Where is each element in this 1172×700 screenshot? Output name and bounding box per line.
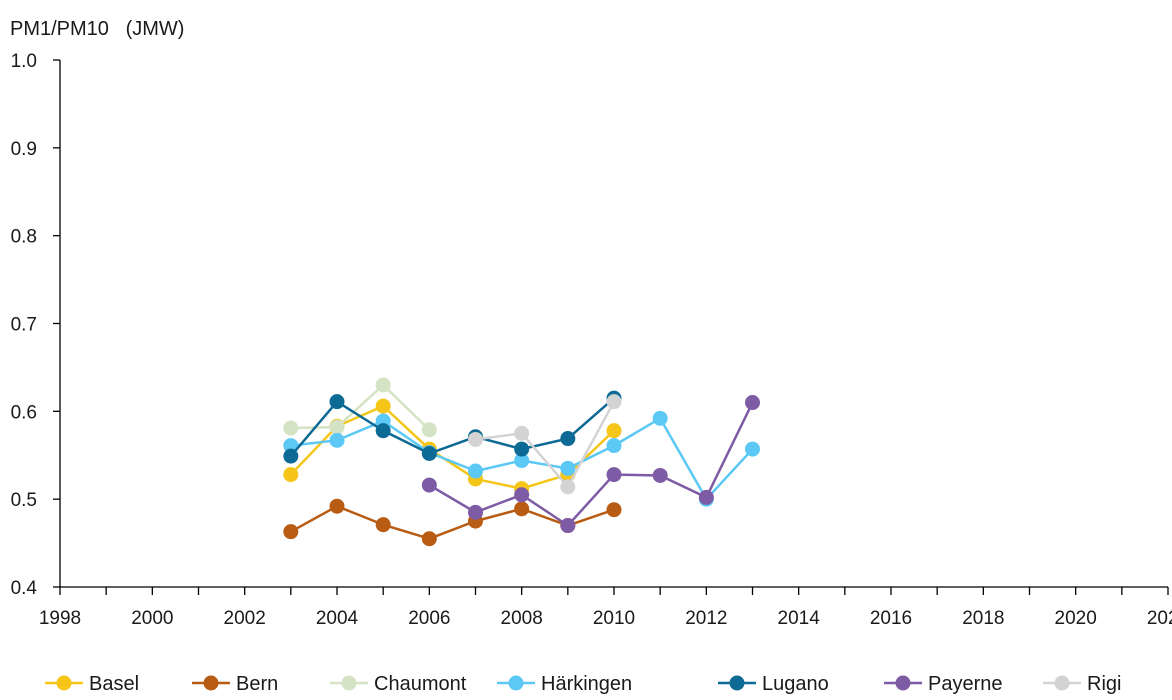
data-point <box>514 441 530 457</box>
x-tick-label: 2020 <box>1055 608 1097 629</box>
legend-label: Lugano <box>762 673 829 695</box>
series-line <box>475 401 616 490</box>
x-tick-label: 2010 <box>593 608 635 629</box>
y-tick-label: 0.7 <box>11 315 37 336</box>
series-payerne <box>421 395 760 534</box>
legend-marker <box>895 675 911 691</box>
x-tick-label: 2006 <box>408 608 450 629</box>
data-point <box>329 432 345 448</box>
data-point <box>560 460 576 476</box>
y-tick-label: 0.4 <box>11 578 38 599</box>
data-point <box>329 498 345 514</box>
series-chaumont <box>283 377 437 438</box>
x-tick-label: 2002 <box>224 608 266 629</box>
data-point <box>514 425 530 441</box>
series-line <box>428 402 754 528</box>
data-point <box>560 518 576 534</box>
legend-item-payerne: Payerne <box>884 673 1003 695</box>
data-point <box>421 477 437 493</box>
y-tick-label: 1.0 <box>11 51 37 72</box>
data-point <box>375 398 391 414</box>
legend-item-chaumont: Chaumont <box>330 673 467 695</box>
legend-item-h-rkingen: Härkingen <box>497 673 632 695</box>
legend-label: Rigi <box>1087 673 1121 695</box>
data-point <box>283 524 299 540</box>
x-tick-label: 1998 <box>39 608 81 629</box>
legend-marker <box>203 675 219 691</box>
legend-item-basel: Basel <box>45 673 139 695</box>
legend-marker <box>729 675 745 691</box>
y-tick-label: 0.5 <box>11 490 37 511</box>
legend-label: Basel <box>89 673 139 695</box>
data-point <box>745 395 760 411</box>
legend-item-rigi: Rigi <box>1043 673 1121 695</box>
x-tick-label: 2018 <box>962 608 1004 629</box>
data-point <box>698 489 714 505</box>
legend-marker <box>56 675 72 691</box>
data-point <box>375 423 391 439</box>
legend-label: Chaumont <box>374 673 467 695</box>
data-point <box>514 487 530 503</box>
series-rigi <box>468 394 622 495</box>
axes: 0.4 0.5 0.6 0.7 0.8 0.9 1.0 1998 2000 2002 2004 200… <box>11 51 1172 629</box>
legend-label: Payerne <box>928 673 1003 695</box>
data-point <box>421 422 437 438</box>
data-point <box>514 453 530 469</box>
data-point <box>375 377 391 393</box>
legend-marker <box>508 675 524 691</box>
data-point <box>468 463 483 479</box>
data-point <box>606 423 622 439</box>
x-tick-label: 2014 <box>778 608 821 629</box>
data-point <box>606 502 622 518</box>
series-line <box>290 383 431 431</box>
data-point <box>468 431 483 447</box>
legend: Basel Bern Chaumont Härkingen Lugano Payerne R… <box>45 673 1121 695</box>
data-point <box>283 438 299 454</box>
data-point <box>329 394 345 410</box>
x-tick-label: 2000 <box>131 608 173 629</box>
data-point <box>606 438 622 454</box>
data-point <box>560 479 576 495</box>
legend-item-lugano: Lugano <box>718 673 829 695</box>
data-point <box>514 501 530 517</box>
data-point <box>283 467 299 483</box>
legend-marker <box>341 675 357 691</box>
y-tick-label: 0.8 <box>11 227 37 248</box>
data-point <box>652 467 668 483</box>
y-tick-label: 0.9 <box>11 139 37 160</box>
series-line <box>290 504 615 541</box>
data-point <box>745 441 760 457</box>
data-point <box>468 504 483 520</box>
legend-item-bern: Bern <box>192 673 278 695</box>
x-tick-label: 2016 <box>870 608 912 629</box>
data-point <box>329 419 345 435</box>
data-point <box>283 420 299 436</box>
data-point <box>606 467 622 483</box>
series-layer <box>283 377 760 547</box>
data-point <box>421 445 437 461</box>
data-point <box>283 448 299 464</box>
legend-marker <box>1054 675 1070 691</box>
series-line <box>289 397 615 457</box>
legend-label: Härkingen <box>541 673 632 695</box>
x-tick-label: 2022 <box>1147 608 1172 629</box>
x-tick-label: 2008 <box>501 608 543 629</box>
x-tick-label: 2012 <box>685 608 727 629</box>
y-axis-label: PM1/PM10 (JMW) <box>10 18 184 40</box>
data-point <box>421 531 437 547</box>
data-point <box>375 517 391 533</box>
data-point <box>560 431 576 447</box>
legend-label: Bern <box>236 673 278 695</box>
y-tick-label: 0.6 <box>11 402 37 423</box>
data-point <box>652 410 668 426</box>
x-tick-label: 2004 <box>316 608 359 629</box>
data-point <box>606 394 622 410</box>
